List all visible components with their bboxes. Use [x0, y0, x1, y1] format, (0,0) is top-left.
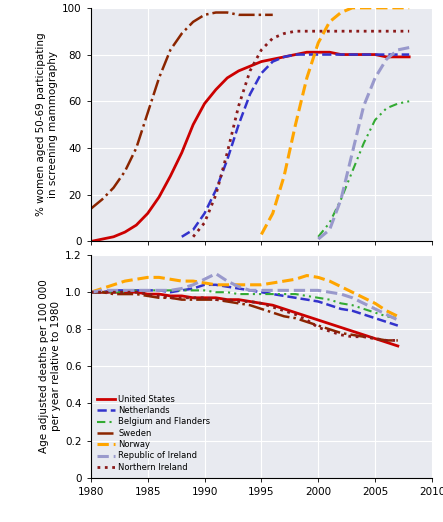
Legend: United States, Netherlands, Belgium and Flanders, Sweden, Norway, Republic of Ir: United States, Netherlands, Belgium and … — [95, 393, 212, 473]
Y-axis label: Age adjusted deaths per 100 000
per year relative to 1980: Age adjusted deaths per 100 000 per year… — [39, 279, 61, 453]
Y-axis label: % women aged 50-69 participating
in screening mammography: % women aged 50-69 participating in scre… — [36, 33, 58, 217]
